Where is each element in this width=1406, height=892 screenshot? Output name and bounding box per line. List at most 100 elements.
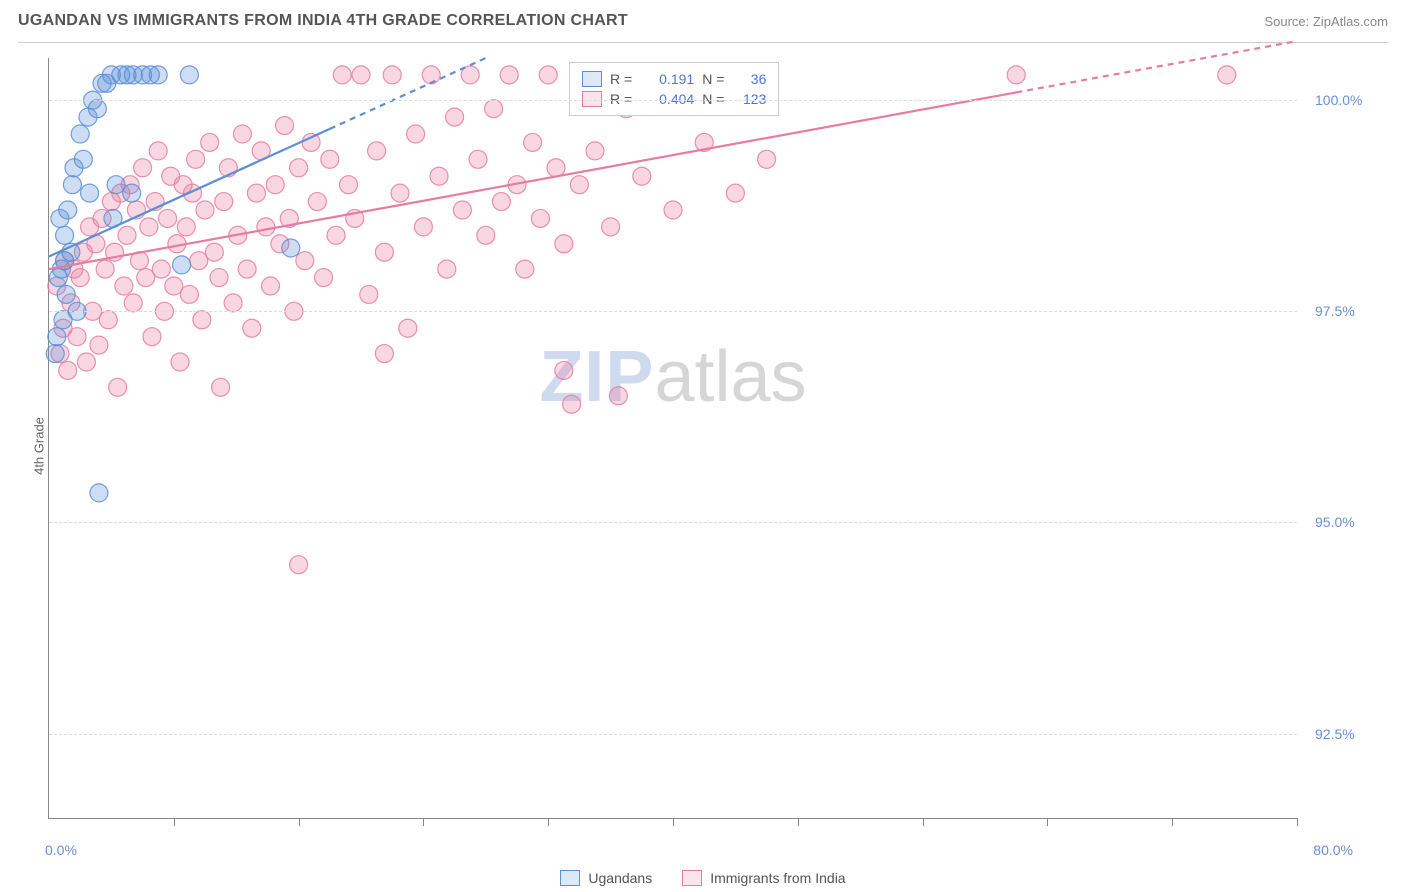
- legend-item-ugandans: Ugandans: [560, 870, 652, 886]
- data-point-india: [360, 285, 378, 303]
- data-point-india: [90, 336, 108, 354]
- data-point-india: [516, 260, 534, 278]
- data-point-india: [368, 142, 386, 160]
- gridline-h: [49, 311, 1297, 312]
- data-point-india: [193, 311, 211, 329]
- y-tick-label: 95.0%: [1315, 514, 1355, 530]
- gridline-h: [49, 522, 1297, 523]
- data-point-india: [407, 125, 425, 143]
- data-point-india: [215, 193, 233, 211]
- legend-swatch: [682, 870, 702, 886]
- legend-N-value: 123: [732, 91, 766, 107]
- x-axis-right-label: 80.0%: [1313, 842, 1353, 858]
- data-point-ugandans: [123, 184, 141, 202]
- data-point-india: [134, 159, 152, 177]
- data-point-india: [308, 193, 326, 211]
- x-tick: [1172, 818, 1173, 826]
- x-tick: [1047, 818, 1048, 826]
- data-point-india: [243, 319, 261, 337]
- data-point-ugandans: [46, 345, 64, 363]
- data-point-india: [321, 150, 339, 168]
- scatter-plot-area: ZIPatlas R =0.191N =36R =0.404N =123 100…: [48, 58, 1297, 819]
- data-point-india: [1218, 66, 1236, 84]
- data-point-india: [664, 201, 682, 219]
- trend-line: [49, 92, 1016, 269]
- data-point-ugandans: [90, 484, 108, 502]
- data-point-ugandans: [54, 311, 72, 329]
- legend-N-prefix: N =: [702, 91, 724, 107]
- data-point-india: [340, 176, 358, 194]
- data-point-india: [555, 235, 573, 253]
- data-point-india: [399, 319, 417, 337]
- data-point-india: [99, 311, 117, 329]
- data-point-india: [233, 125, 251, 143]
- data-point-india: [302, 133, 320, 151]
- gridline-h: [49, 734, 1297, 735]
- data-point-india: [118, 226, 136, 244]
- plot-svg: [49, 58, 1297, 818]
- source-prefix: Source:: [1264, 14, 1312, 29]
- data-point-india: [210, 269, 228, 287]
- data-point-india: [453, 201, 471, 219]
- data-point-india: [375, 345, 393, 363]
- data-point-india: [247, 184, 265, 202]
- y-tick-label: 97.5%: [1315, 303, 1355, 319]
- x-tick: [923, 818, 924, 826]
- data-point-india: [375, 243, 393, 261]
- y-axis-label: 4th Grade: [31, 417, 46, 475]
- data-point-india: [500, 66, 518, 84]
- data-point-india: [205, 243, 223, 261]
- stats-legend: R =0.191N =36R =0.404N =123: [569, 62, 779, 116]
- data-point-india: [290, 556, 308, 574]
- x-tick: [798, 818, 799, 826]
- data-point-india: [1007, 66, 1025, 84]
- data-point-ugandans: [180, 66, 198, 84]
- data-point-india: [59, 361, 77, 379]
- data-point-india: [96, 260, 114, 278]
- legend-label: Immigrants from India: [710, 870, 845, 886]
- data-point-ugandans: [48, 328, 66, 346]
- data-point-india: [201, 133, 219, 151]
- data-point-ugandans: [173, 256, 191, 274]
- data-point-india: [383, 66, 401, 84]
- data-point-india: [196, 201, 214, 219]
- stats-legend-row-ugandans: R =0.191N =36: [582, 69, 766, 89]
- data-point-india: [124, 294, 142, 312]
- data-point-ugandans: [71, 125, 89, 143]
- data-point-india: [180, 285, 198, 303]
- data-point-india: [257, 218, 275, 236]
- legend-item-india: Immigrants from India: [682, 870, 845, 886]
- data-point-india: [726, 184, 744, 202]
- data-point-india: [327, 226, 345, 244]
- legend-R-prefix: R =: [610, 71, 632, 87]
- trend-line: [1016, 41, 1297, 92]
- data-point-india: [485, 100, 503, 118]
- data-point-india: [212, 378, 230, 396]
- data-point-india: [224, 294, 242, 312]
- data-point-india: [446, 108, 464, 126]
- legend-swatch: [582, 91, 602, 107]
- data-point-ugandans: [63, 176, 81, 194]
- data-point-india: [143, 328, 161, 346]
- x-tick: [548, 818, 549, 826]
- series-legend: Ugandans Immigrants from India: [0, 870, 1406, 886]
- data-point-india: [438, 260, 456, 278]
- data-point-india: [68, 328, 86, 346]
- data-point-india: [633, 167, 651, 185]
- data-point-india: [547, 159, 565, 177]
- source-credit: Source: ZipAtlas.com: [1264, 14, 1388, 29]
- data-point-ugandans: [88, 100, 106, 118]
- data-point-ugandans: [57, 285, 75, 303]
- legend-R-prefix: R =: [610, 91, 632, 107]
- data-point-india: [422, 66, 440, 84]
- data-point-india: [531, 209, 549, 227]
- legend-N-prefix: N =: [702, 71, 724, 87]
- data-point-india: [414, 218, 432, 236]
- x-tick: [299, 818, 300, 826]
- data-point-india: [602, 218, 620, 236]
- data-point-india: [115, 277, 133, 295]
- data-point-india: [262, 277, 280, 295]
- data-point-india: [149, 142, 167, 160]
- data-point-india: [352, 66, 370, 84]
- data-point-india: [187, 150, 205, 168]
